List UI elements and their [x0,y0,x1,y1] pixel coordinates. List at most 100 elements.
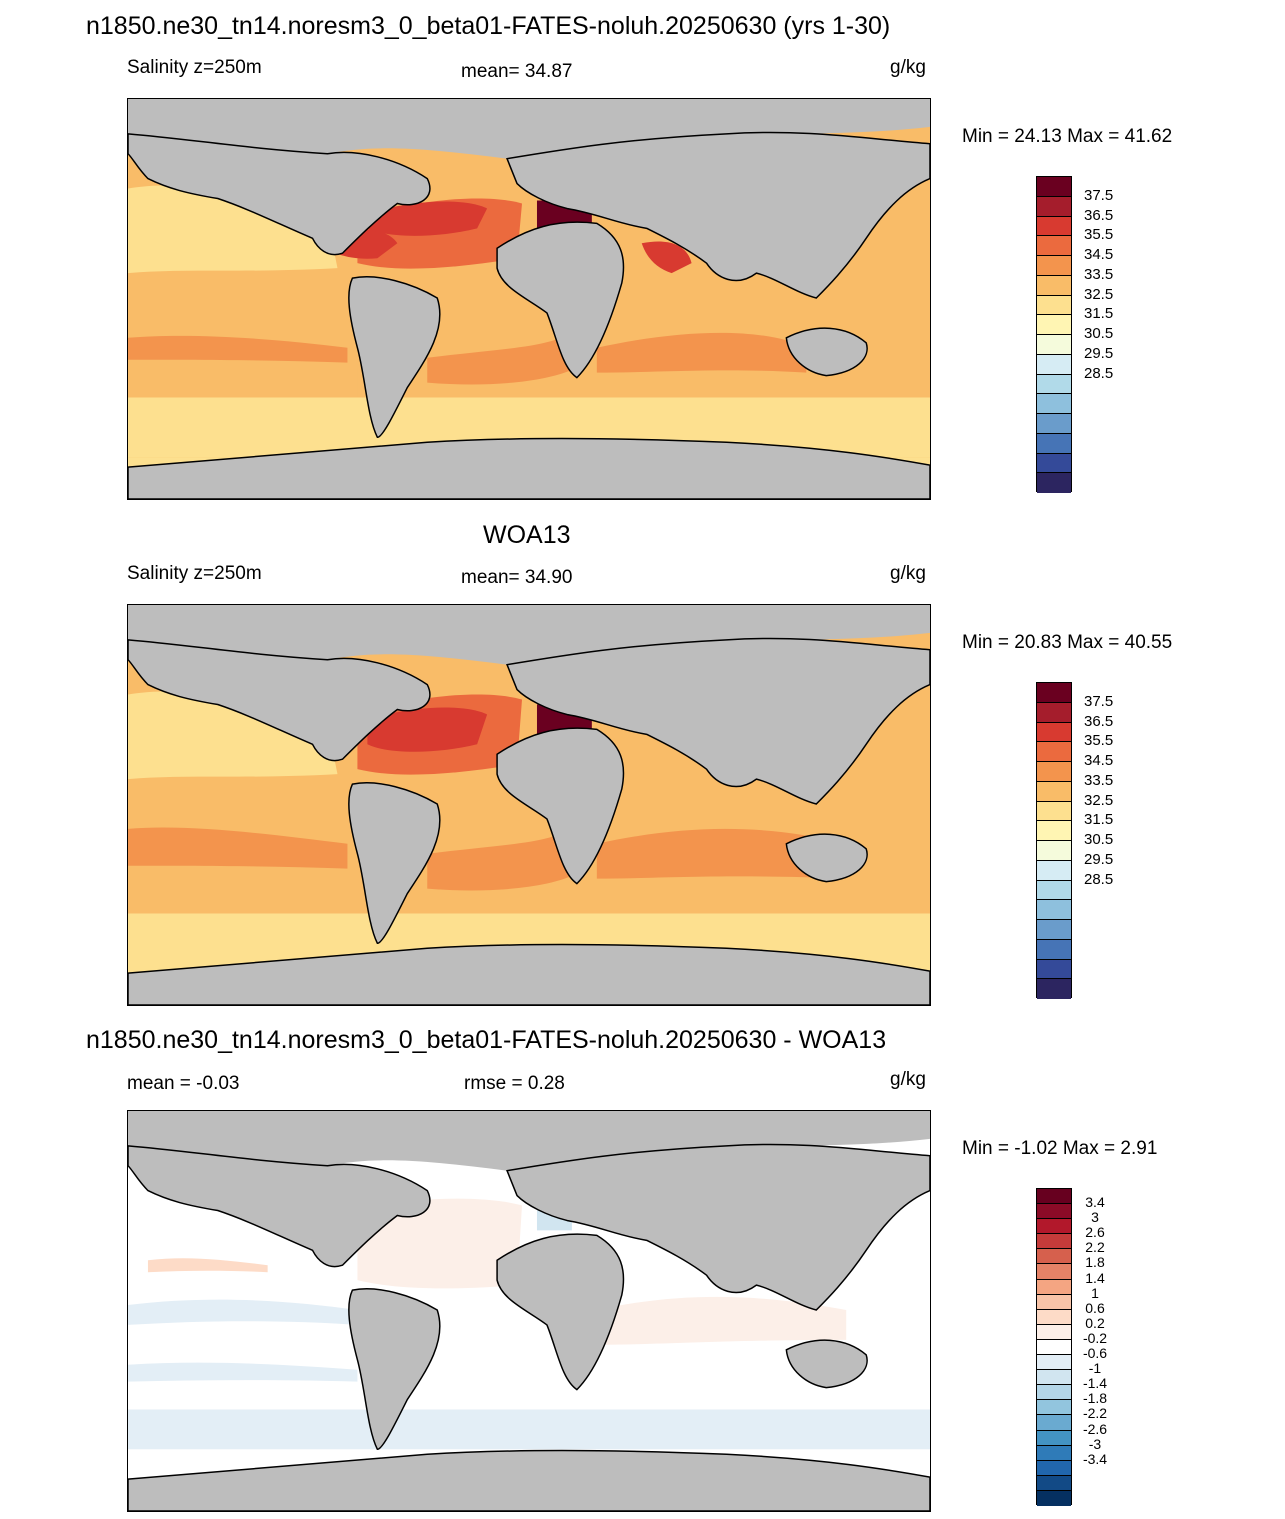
colorbar-tick-label: 0.2 [1085,1314,1105,1331]
panel-2-variable-label: Salinity z=250m [127,563,262,584]
colorbar-segment [1037,1219,1071,1235]
colorbar-tick-label: 1 [1091,1284,1099,1301]
colorbar-tick-label: 3 [1091,1209,1099,1226]
colorbar-segment [1037,781,1071,802]
panel-3-map [127,1110,931,1512]
colorbar-tick-label: -1 [1088,1360,1102,1377]
colorbar-segment [1037,939,1071,960]
colorbar-tick-label: -2.6 [1082,1420,1108,1437]
panel-1-map [127,98,931,500]
colorbar-segment [1037,762,1071,782]
colorbar-segment [1037,880,1071,901]
colorbar-segment [1037,1385,1071,1401]
colorbar-tick-label: 28.5 [1084,364,1114,382]
colorbar-segment [1037,920,1071,940]
panel-1-mean-label: mean= 34.87 [461,61,573,82]
colorbar-segment [1037,177,1071,197]
colorbar-segment [1037,1264,1071,1280]
colorbar-segment [1037,335,1071,355]
panel-3-rmse-label: rmse = 0.28 [464,1073,565,1094]
colorbar-tick-label: 1.4 [1085,1269,1105,1286]
colorbar-segment [1037,722,1071,743]
colorbar-segment [1037,1370,1071,1386]
colorbar-tick-label: 34.5 [1084,752,1114,769]
colorbar-tick-label: -0.2 [1082,1329,1108,1346]
colorbar-segment [1037,1234,1071,1250]
colorbar-segment [1037,414,1071,434]
colorbar-tick-label: 30.5 [1084,325,1114,342]
panel-1-units-label: g/kg [890,57,926,78]
colorbar-segment [1037,1309,1071,1325]
colorbar-segment [1037,1204,1071,1220]
colorbar-tick-label: 37.5 [1084,692,1114,710]
colorbar-segment [1037,216,1071,237]
colorbar-tick-label: 28.5 [1084,870,1114,888]
colorbar-segment [1037,196,1071,217]
colorbar-segment [1037,1355,1071,1371]
colorbar-tick-label: 29.5 [1084,344,1114,362]
panel-3-minmax-label: Min = -1.02 Max = 2.91 [962,1138,1158,1159]
colorbar-tick-label: 34.5 [1084,246,1114,263]
colorbar-segment [1037,433,1071,454]
panel-3-colorbar [1036,1188,1072,1506]
panel-2-colorbar [1036,682,1072,999]
colorbar-segment [1037,374,1071,395]
colorbar-tick-label: 31.5 [1084,305,1114,323]
panel-1-minmax-label: Min = 24.13 Max = 41.62 [962,126,1173,147]
panel-2-title: WOA13 [483,521,571,549]
colorbar-segment [1037,1400,1071,1416]
colorbar-tick-label: 33.5 [1084,265,1114,283]
colorbar-segment [1037,236,1071,256]
colorbar-segment [1037,1189,1071,1205]
colorbar-tick-label: -3 [1088,1435,1102,1452]
colorbar-segment [1037,1294,1071,1310]
colorbar-tick-label: 35.5 [1084,226,1114,244]
panel-1-title: n1850.ne30_tn14.noresm3_0_beta01-FATES-n… [86,12,891,40]
colorbar-segment [1037,683,1071,703]
colorbar-tick-label: 3.4 [1085,1194,1105,1211]
colorbar-segment [1037,275,1071,296]
colorbar-tick-label: 37.5 [1084,186,1114,204]
colorbar-tick-label: 36.5 [1084,206,1114,224]
panel-3-difference-map [128,1111,930,1511]
colorbar-segment [1037,1490,1071,1506]
colorbar-segment [1037,821,1071,841]
colorbar-tick-label: 36.5 [1084,712,1114,730]
colorbar-segment [1037,1249,1071,1265]
colorbar-segment [1037,1324,1071,1340]
colorbar-tick-label: 35.5 [1084,732,1114,750]
colorbar-segment [1037,1279,1071,1295]
colorbar-segment [1037,473,1071,493]
panel-3-units-label: g/kg [890,1069,926,1090]
panel-2-minmax-label: Min = 20.83 Max = 40.55 [962,632,1173,653]
panel-2-units-label: g/kg [890,563,926,584]
panel-1-variable-label: Salinity z=250m [127,57,262,78]
colorbar-tick-label: 30.5 [1084,831,1114,848]
panel-1-salinity-map [128,99,930,499]
colorbar-tick-label: 2.2 [1085,1239,1105,1256]
panel-3-mean-label: mean = -0.03 [127,1073,240,1094]
colorbar-segment [1037,1430,1071,1446]
colorbar-segment [1037,453,1071,474]
colorbar-segment [1037,1475,1071,1491]
colorbar-segment [1037,979,1071,999]
panel-2-mean-label: mean= 34.90 [461,567,573,588]
colorbar-segment [1037,315,1071,335]
colorbar-tick-label: -2.2 [1082,1405,1108,1422]
colorbar-segment [1037,1415,1071,1431]
colorbar-tick-label: 32.5 [1084,791,1114,809]
colorbar-tick-label: -1.4 [1082,1375,1108,1392]
colorbar-segment [1037,742,1071,762]
colorbar-tick-label: 33.5 [1084,771,1114,789]
panel-1-colorbar [1036,176,1072,493]
colorbar-segment [1037,702,1071,723]
colorbar-tick-label: 32.5 [1084,285,1114,303]
colorbar-segment [1037,394,1071,414]
colorbar-segment [1037,1460,1071,1476]
colorbar-segment [1037,1339,1071,1356]
colorbar-tick-label: 29.5 [1084,850,1114,868]
colorbar-tick-label: -1.8 [1082,1390,1108,1407]
colorbar-tick-label: -0.6 [1082,1345,1108,1362]
colorbar-tick-label: 1.8 [1085,1254,1105,1271]
colorbar-segment [1037,900,1071,920]
